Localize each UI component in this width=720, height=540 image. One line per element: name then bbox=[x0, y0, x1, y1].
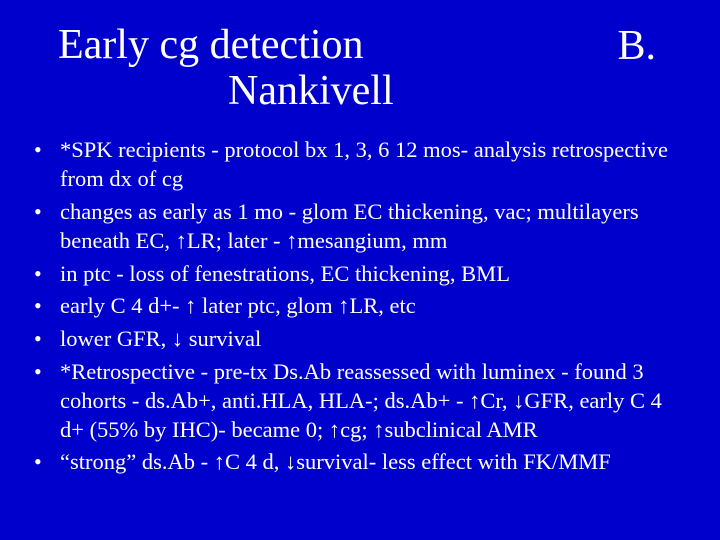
list-item: in ptc - loss of fenestrations, EC thick… bbox=[30, 260, 690, 289]
bullet-list: *SPK recipients - protocol bx 1, 3, 6 12… bbox=[30, 136, 690, 477]
title-right: B. bbox=[617, 22, 656, 70]
list-item: *Retrospective - pre-tx Ds.Ab reassessed… bbox=[30, 358, 690, 444]
list-item: *SPK recipients - protocol bx 1, 3, 6 12… bbox=[30, 136, 690, 194]
title-row: Early cg detection Nankivell B. bbox=[30, 22, 690, 114]
list-item: early C 4 d+- ↑ later ptc, glom ↑LR, etc bbox=[30, 292, 690, 321]
list-item: “strong” ds.Ab - ↑C 4 d, ↓survival- less… bbox=[30, 448, 690, 477]
slide-title: Early cg detection Nankivell bbox=[58, 22, 394, 114]
title-line-2: Nankivell bbox=[58, 68, 394, 114]
list-item: changes as early as 1 mo - glom EC thick… bbox=[30, 198, 690, 256]
title-line-1: Early cg detection bbox=[58, 22, 394, 68]
list-item: lower GFR, ↓ survival bbox=[30, 325, 690, 354]
